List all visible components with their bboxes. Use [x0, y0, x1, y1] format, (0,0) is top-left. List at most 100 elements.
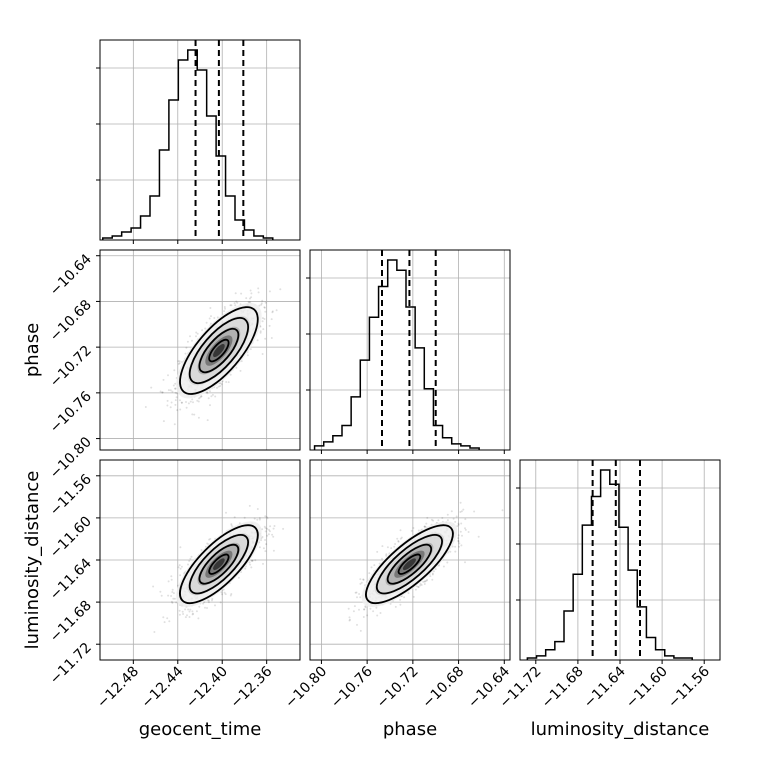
x-tick-label-phase-1: −10.76 [328, 663, 376, 711]
panel-luminosity_distance-vs-geocent_time-point [178, 609, 181, 612]
panel-phase-vs-geocent_time-point [210, 395, 213, 398]
panel-phase-vs-geocent_time-point [250, 296, 253, 299]
panel-phase-vs-geocent_time-point [249, 297, 251, 300]
panel-luminosity_distance-vs-geocent_time-point [187, 608, 190, 611]
panel-phase-vs-geocent_time-point [200, 395, 203, 398]
panel-luminosity_distance-vs-geocent_time-point [221, 593, 224, 596]
panel-phase-vs-geocent_time-point [234, 292, 237, 295]
panel-phase-vs-geocent_time-point [250, 292, 253, 295]
panel-phase-vs-geocent_time-point [261, 317, 264, 320]
panel-luminosity_distance-vs-geocent_time-density-band-4 [213, 558, 225, 571]
x-tick-label-luminosity-distance-1: −11.68 [539, 664, 587, 712]
panel-luminosity_distance-vs-geocent_time-point [178, 613, 181, 616]
panel-luminosity_distance-vs-geocent_time-point [272, 535, 275, 538]
panel-luminosity_distance-vs-phase-point [396, 537, 399, 540]
panel-phase-vs-geocent_time-point [257, 287, 260, 290]
panel-luminosity_distance-vs-geocent_time-point [181, 610, 184, 613]
panel-luminosity_distance-vs-geocent_time-point [170, 600, 173, 603]
panel-luminosity_distance-vs-phase-point [431, 573, 434, 576]
panel-phase-vs-geocent_time-point [229, 373, 232, 376]
panel-luminosity_distance-vs-phase-point [454, 550, 457, 553]
panel-luminosity_distance-vs-phase-point [363, 608, 366, 611]
panel-luminosity_distance-vs-geocent_time-point [258, 546, 261, 549]
panel-luminosity_distance-vs-geocent_time-contour-3 [179, 524, 259, 605]
panel-phase-vs-geocent_time-point [268, 324, 271, 327]
panel-luminosity_distance-vs-geocent_time-point [224, 593, 227, 596]
panel-luminosity_distance-vs-phase-point [425, 579, 428, 582]
panel-phase-vs-geocent_time-point [229, 304, 232, 307]
panel-luminosity_distance-vs-phase-point [446, 519, 449, 522]
panel-luminosity_distance-vs-geocent_time-point [251, 559, 254, 562]
panel-luminosity_distance-vs-geocent_time-point [167, 594, 170, 597]
panel-luminosity_distance-vs-geocent_time-point [207, 601, 210, 604]
panel-phase-vs-geocent_time-point [263, 306, 266, 309]
panel-phase-vs-geocent_time-point [234, 304, 237, 307]
y-tick-label-luminosity-distance-2: −11.64 [47, 555, 95, 603]
panel-luminosity_distance-vs-phase-point [372, 610, 375, 613]
panel-phase-vs-geocent_time-point [201, 329, 204, 332]
panel-luminosity_distance-vs-phase-point [410, 529, 413, 532]
panel-luminosity_distance-vs-phase-point [366, 614, 369, 617]
panel-luminosity_distance-vs-phase-point [358, 593, 361, 595]
panel-luminosity_distance-vs-phase-point [375, 606, 378, 609]
y-axis-label-luminosity-distance: luminosity_distance [22, 471, 43, 650]
panel-luminosity_distance-vs-geocent_time-point [153, 631, 156, 633]
panel-luminosity_distance-vs-phase-point [407, 592, 410, 595]
panel-luminosity_distance-vs-geocent_time-point [159, 590, 162, 593]
panel-luminosity_distance-vs-phase-point [393, 545, 396, 548]
panel-luminosity_distance-vs-geocent_time-point [197, 617, 200, 620]
panel-phase-vs-geocent_time-point [211, 393, 214, 396]
panel-luminosity_distance-vs-phase-point [458, 545, 461, 548]
panel-luminosity_distance-vs-phase-point [456, 525, 459, 528]
panel-luminosity_distance-vs-geocent_time-point [188, 616, 191, 618]
panel-phase-vs-geocent_time-point [198, 397, 200, 400]
panel-luminosity_distance-vs-phase-point [430, 518, 433, 521]
panel-luminosity_distance-vs-phase-point [423, 583, 426, 585]
panel-luminosity_distance-vs-geocent_time-point [233, 516, 236, 519]
panel-luminosity_distance-vs-geocent_time-point [173, 597, 176, 600]
panel-luminosity_distance-vs-phase-point [399, 598, 402, 601]
tick-labels: −12.48−12.44−12.40−12.36 −10.80−10.76−10.… [47, 251, 713, 711]
y-tick-label-phase-4: −10.64 [47, 251, 95, 299]
panel-luminosity_distance-vs-geocent_time-point [263, 525, 266, 528]
panel-luminosity_distance-vs-geocent_time-point [180, 565, 183, 568]
panel-luminosity_distance-vs-geocent_time-point [208, 538, 211, 541]
panel-luminosity_distance-vs-phase-point [379, 612, 382, 614]
panel-luminosity_distance-vs-geocent_time-point [170, 595, 173, 597]
panel-luminosity_distance-vs-geocent_time-point [184, 608, 187, 611]
panel-luminosity_distance-vs-geocent_time-point [192, 612, 195, 615]
panel-luminosity_distance-vs-phase-point [376, 550, 379, 553]
panel-phase-vs-geocent_time-point [208, 317, 211, 320]
panel-luminosity_distance-vs-phase-point [385, 554, 388, 557]
panel-luminosity_distance-vs-geocent_time-point [187, 563, 189, 566]
panel-luminosity_distance-vs-geocent_time-point [261, 536, 264, 538]
panel-luminosity_distance-vs-phase-point [347, 607, 350, 610]
panel-luminosity_distance-vs-phase-point [417, 529, 420, 532]
panel-luminosity_distance-vs-geocent_time-point [230, 593, 233, 595]
panel-phase-vs-geocent_time-point [169, 389, 172, 392]
panel-luminosity_distance-vs-geocent_time-point [188, 560, 191, 562]
x-tick-label-geocent-time-0: −12.48 [94, 664, 142, 712]
panel-luminosity_distance-vs-phase-point [370, 566, 373, 569]
panel-luminosity_distance-vs-phase-point [359, 582, 362, 585]
panel-luminosity_distance-vs-geocent_time-point [160, 594, 163, 597]
panel-luminosity_distance-vs-phase-point [412, 527, 415, 529]
panel-luminosity_distance-vs-geocent_time-point [253, 517, 256, 520]
x-tick-label-geocent-time-3: −12.36 [228, 663, 276, 711]
panel-phase-vs-geocent_time-point [223, 310, 226, 313]
panel-phase-vs-geocent_time-point [263, 306, 266, 309]
panel-luminosity_distance-vs-geocent_time-point [265, 516, 268, 519]
panel-luminosity_distance-vs-phase-frame [309, 459, 511, 661]
panel-luminosity_distance-vs-geocent_time-point [171, 588, 174, 591]
panel-luminosity_distance-vs-phase-contour-3 [365, 524, 454, 605]
panel-phase-vs-geocent_time-point [206, 419, 209, 422]
panel-luminosity_distance-vs-phase-point [457, 523, 460, 526]
panel-luminosity_distance-vs-geocent_time-point [179, 574, 182, 577]
histogram-1-step-line [102, 49, 274, 240]
panel-luminosity_distance-vs-geocent_time-point [237, 576, 240, 579]
panel-luminosity_distance-vs-phase-point [426, 516, 429, 519]
x-tick-label-luminosity-distance-3: −11.60 [623, 664, 671, 712]
panel-luminosity_distance-vs-geocent_time-point [220, 591, 223, 594]
panel-luminosity_distance-vs-phase-point [386, 546, 389, 549]
panel-phase-vs-geocent_time-point [216, 386, 218, 389]
